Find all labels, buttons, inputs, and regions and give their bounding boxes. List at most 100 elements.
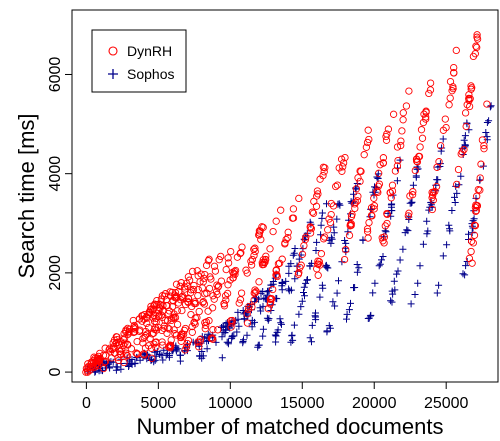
point: [367, 204, 376, 212]
point: [356, 177, 364, 186]
point: [272, 332, 280, 340]
point: [218, 354, 226, 362]
point: [307, 225, 316, 233]
point: [112, 366, 120, 374]
point: [282, 235, 290, 244]
point: [365, 135, 373, 144]
point: [482, 129, 490, 136]
point: [317, 221, 325, 229]
point: [125, 361, 133, 369]
point: [472, 206, 481, 215]
point: [168, 303, 177, 311]
point: [82, 364, 91, 373]
point: [319, 284, 327, 292]
point: [306, 262, 314, 270]
point: [227, 247, 235, 256]
point: [329, 202, 338, 210]
point: [387, 297, 395, 305]
point: [473, 31, 481, 39]
point: [316, 293, 324, 301]
point: [301, 292, 308, 300]
point: [341, 153, 349, 162]
point: [200, 300, 209, 308]
point: [245, 302, 253, 311]
point: [183, 339, 191, 348]
point: [451, 199, 459, 206]
point: [432, 182, 441, 191]
point: [228, 334, 236, 342]
point: [470, 221, 479, 229]
point: [220, 300, 228, 308]
point: [426, 86, 435, 94]
point: [466, 95, 474, 103]
point: [243, 310, 251, 318]
point: [180, 283, 189, 291]
point: [435, 281, 443, 289]
point: [389, 110, 398, 118]
point: [218, 324, 225, 331]
point: [354, 174, 362, 182]
point: [426, 79, 435, 87]
point: [326, 218, 335, 227]
point: [215, 256, 223, 264]
point: [295, 310, 303, 318]
point: [345, 306, 353, 314]
point: [247, 261, 256, 269]
point: [284, 228, 292, 236]
point: [364, 126, 372, 134]
point: [409, 181, 417, 189]
point: [99, 351, 108, 359]
point: [369, 188, 377, 196]
point: [312, 247, 320, 254]
point: [101, 344, 109, 352]
point: [442, 123, 450, 132]
point: [211, 267, 220, 275]
point: [313, 187, 322, 195]
point: [388, 200, 396, 208]
point: [264, 305, 272, 313]
point: [108, 345, 116, 353]
point: [298, 297, 306, 305]
point: [314, 260, 322, 268]
point: [207, 275, 215, 283]
point: [183, 347, 191, 355]
point: [255, 295, 263, 303]
point: [289, 336, 297, 344]
point: [326, 324, 334, 332]
point: [140, 351, 148, 359]
point: [389, 290, 397, 298]
point: [460, 136, 468, 144]
point: [131, 325, 139, 333]
point: [319, 171, 327, 180]
point: [86, 366, 94, 374]
point: [473, 43, 481, 52]
point: [483, 136, 491, 144]
point: [101, 357, 110, 366]
point: [308, 321, 316, 329]
point: [302, 279, 310, 287]
point: [266, 245, 274, 253]
point: [333, 181, 342, 189]
point: [452, 46, 460, 55]
point: [471, 203, 480, 212]
point: [338, 167, 346, 175]
point: [290, 321, 298, 329]
point: [467, 247, 475, 256]
point: [461, 109, 470, 117]
point: [306, 334, 314, 342]
point: [473, 33, 481, 41]
point: [90, 363, 98, 372]
point: [469, 52, 478, 61]
point: [394, 267, 402, 275]
point: [314, 271, 322, 279]
point: [176, 357, 184, 365]
point: [480, 141, 488, 150]
y-tick-label: 0: [47, 368, 64, 377]
point: [414, 279, 422, 287]
point: [188, 267, 197, 276]
point: [345, 231, 354, 240]
point: [250, 289, 258, 297]
legend-dynrh-marker: [108, 46, 118, 56]
point: [308, 338, 315, 346]
point: [224, 259, 233, 267]
